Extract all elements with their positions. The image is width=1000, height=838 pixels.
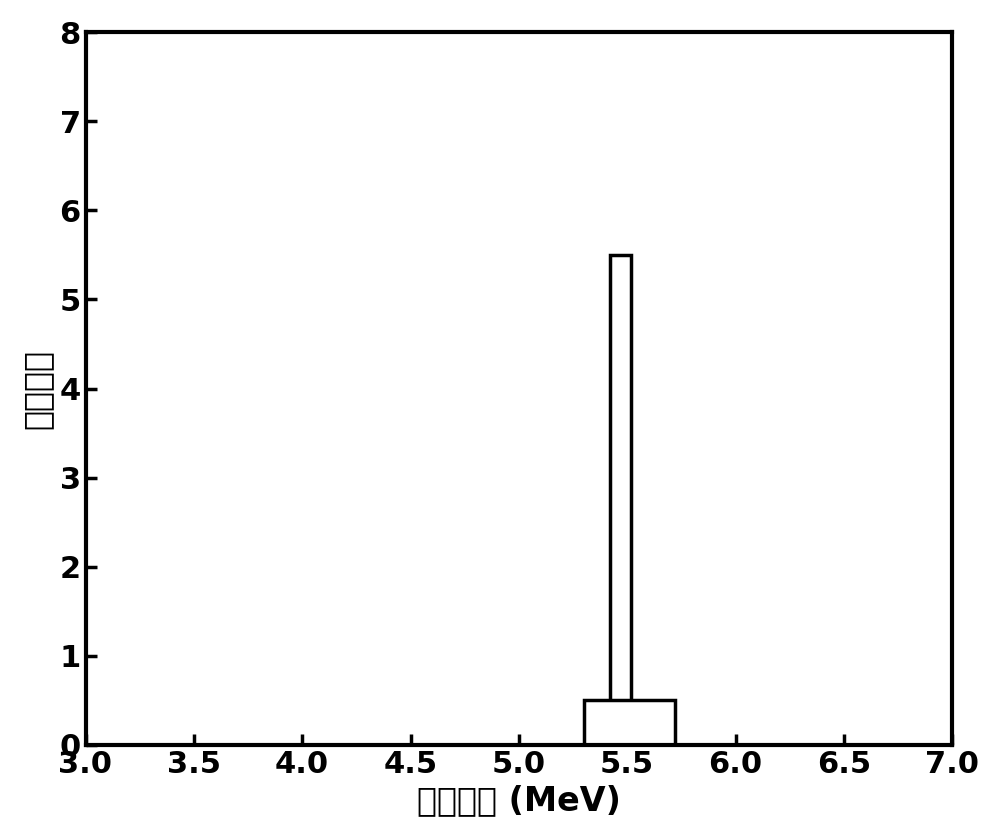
Y-axis label: 相对强度: 相对强度 — [21, 349, 54, 428]
Bar — [610, 255, 632, 745]
Bar — [584, 701, 675, 745]
X-axis label: 中子能量 (MeV): 中子能量 (MeV) — [417, 784, 621, 817]
